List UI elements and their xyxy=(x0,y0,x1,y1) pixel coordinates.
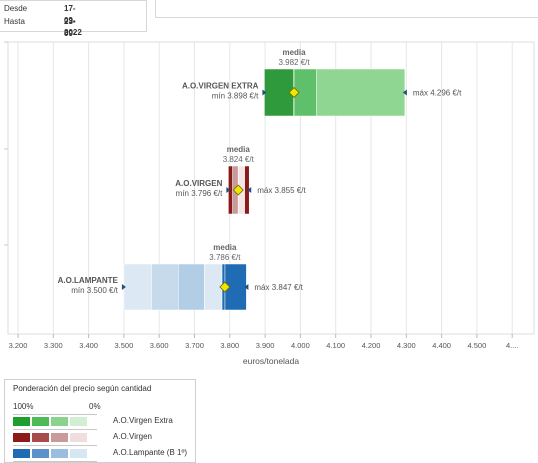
max-arrow xyxy=(247,187,252,193)
series-mean-label: media xyxy=(282,48,306,57)
legend-swatch xyxy=(51,417,68,426)
series-mean-label: media xyxy=(213,243,237,252)
x-tick-label: 4.400 xyxy=(432,341,451,350)
mean-marker[interactable] xyxy=(219,281,231,293)
x-tick-label: 3.600 xyxy=(150,341,169,350)
x-tick-label: 3.300 xyxy=(44,341,63,350)
range-segment[interactable] xyxy=(316,68,406,117)
legend-swatch xyxy=(32,433,49,442)
mean-marker[interactable] xyxy=(288,86,300,99)
date-to-label: Hasta xyxy=(4,17,25,26)
date-range-panel: Desde 17-09-2022 Hasta 23-09-2022 xyxy=(0,0,147,50)
legend-title: Ponderación del precio según cantidad xyxy=(13,384,152,393)
legend-item-label: A.O.Lampante (B 1º) xyxy=(113,448,188,457)
x-tick-label: 4.200 xyxy=(362,341,381,350)
series-max-label: máx 3.847 €/t xyxy=(254,283,303,292)
x-tick-label: 3.200 xyxy=(9,341,28,350)
series-mean-label: media xyxy=(227,145,251,154)
series-mean-value: 3.824 €/t xyxy=(223,155,255,164)
legend-pct-low: 0% xyxy=(89,402,101,411)
x-tick-label: 3.500 xyxy=(115,341,134,350)
legend-separator xyxy=(13,461,97,462)
legend-swatch xyxy=(13,433,30,442)
range-segment[interactable] xyxy=(123,263,152,311)
date-from-label: Desde xyxy=(4,4,28,13)
legend-swatch xyxy=(13,449,30,458)
series-mean-value: 3.786 €/t xyxy=(209,253,241,262)
max-arrow xyxy=(244,284,249,290)
legend-item-label: A.O.Virgen Extra xyxy=(113,416,173,425)
legend-item-label: A.O.Virgen xyxy=(113,432,152,441)
x-tick-label: 4.300 xyxy=(397,341,416,350)
range-segment[interactable] xyxy=(151,263,179,311)
mean-marker[interactable] xyxy=(232,184,244,196)
legend-swatch xyxy=(32,449,49,458)
x-tick-label: 3.800 xyxy=(220,341,239,350)
legend-separator xyxy=(13,429,97,430)
x-tick-label: 4.500 xyxy=(468,341,487,350)
legend-pct-high: 100% xyxy=(13,402,34,411)
series-mean-value: 3.982 €/t xyxy=(278,58,310,67)
legend-separator xyxy=(13,445,97,446)
range-segment[interactable] xyxy=(178,263,205,311)
x-tick-label: 3.400 xyxy=(79,341,98,350)
legend-swatch xyxy=(70,433,87,442)
series-name: A.O.LAMPANTE xyxy=(58,276,119,285)
x-tick-label: 4.... xyxy=(506,341,519,350)
legend-swatch xyxy=(32,417,49,426)
series-min-label: mín 3.898 €/t xyxy=(212,92,259,101)
legend-swatch xyxy=(70,417,87,426)
x-tick-label: 4.000 xyxy=(291,341,310,350)
x-tick-label: 3.700 xyxy=(185,341,204,350)
x-tick-label: 4.100 xyxy=(326,341,345,350)
legend-swatch xyxy=(51,449,68,458)
min-arrow xyxy=(121,284,126,290)
max-arrow xyxy=(402,89,407,96)
series-max-label: máx 3.855 €/t xyxy=(257,186,306,195)
min-arrow xyxy=(262,89,267,96)
legend-swatch xyxy=(51,433,68,442)
x-tick-label: 3.900 xyxy=(256,341,275,350)
min-arrow xyxy=(226,187,231,193)
series-name: A.O.VIRGEN xyxy=(175,179,222,188)
series-max-label: máx 4.296 €/t xyxy=(413,89,462,98)
series-min-label: mín 3.796 €/t xyxy=(176,189,223,198)
legend-panel: Ponderación del precio según cantidad 10… xyxy=(4,379,196,463)
legend-swatch xyxy=(13,417,30,426)
series-min-label: mín 3.500 €/t xyxy=(71,286,118,295)
legend-scale-line xyxy=(13,414,97,415)
series-name: A.O.VIRGEN EXTRA xyxy=(182,82,259,91)
top-panel-frame xyxy=(155,0,538,18)
legend-swatch xyxy=(70,449,87,458)
x-axis-label: euros/tonelada xyxy=(243,356,300,366)
price-range-chart: 3.200 3.300 3.400 3.500 3.600 3.700 3.800 3.900… xyxy=(4,41,535,366)
date-from-value[interactable]: 17-09-2022 xyxy=(64,4,82,37)
